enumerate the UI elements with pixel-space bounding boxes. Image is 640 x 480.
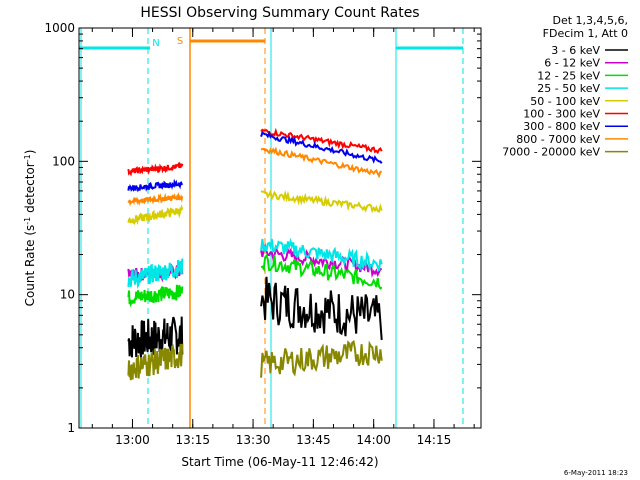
series-100-300-kevsegment-1 xyxy=(127,161,184,177)
legend-label: 3 - 6 keV xyxy=(551,44,600,57)
x-tick-label: 13:45 xyxy=(296,433,331,447)
series-50-100-kevsegment-2 xyxy=(260,188,383,214)
x-axis-label: Start Time (06-May-11 12:46:42) xyxy=(181,455,378,469)
x-tick-label: 14:00 xyxy=(356,433,391,447)
series-25-50-kevsegment-1 xyxy=(127,258,184,290)
legend-label: 6 - 12 keV xyxy=(544,57,600,70)
plot-area: N S 1 10 100 1000 13:00 13:15 13:30 13:45 14:00 14:… xyxy=(44,21,481,447)
series-800-7000-kevsegment-1 xyxy=(127,192,184,207)
series-800-7000-kevsegment-2 xyxy=(260,146,382,179)
series-3-6-kevsegment-1 xyxy=(127,316,184,358)
x-tick-label: 14:15 xyxy=(417,433,452,447)
series-300-800-kevsegment-2 xyxy=(260,130,383,164)
legend-label: 25 - 50 keV xyxy=(537,82,600,95)
annotation-s: S xyxy=(177,36,183,47)
x-tick-label: 13:00 xyxy=(115,433,150,447)
legend-header-line-1: Det 1,3,4,5,6, xyxy=(552,14,628,27)
series-50-100-kevsegment-1 xyxy=(127,204,184,226)
series-12-25-kevsegment-1 xyxy=(127,284,184,308)
y-tick-label: 10 xyxy=(60,288,75,302)
series-3-6-kevsegment-2 xyxy=(260,276,383,341)
y-tick-label: 1 xyxy=(67,421,75,435)
footer-date: 6-May-2011 18:23 xyxy=(564,469,628,477)
legend-label: 12 - 25 keV xyxy=(537,69,600,82)
legend-label: 800 - 7000 keV xyxy=(516,133,600,146)
y-tick-label: 1000 xyxy=(44,21,75,35)
x-tick-label: 13:30 xyxy=(236,433,271,447)
annotation-n: N xyxy=(152,38,159,49)
legend-header-line-2: FDecim 1, Att 0 xyxy=(543,27,628,40)
series-12-25-kevsegment-2 xyxy=(260,253,383,290)
legend-label: 7000 - 20000 keV xyxy=(502,146,600,159)
series-100-300-kevsegment-2 xyxy=(260,127,383,155)
chart-title: HESSI Observing Summary Count Rates xyxy=(140,5,419,21)
legend-label: 100 - 300 keV xyxy=(523,108,600,121)
legend-label: 300 - 800 keV xyxy=(523,120,600,133)
legend: Det 1,3,4,5,6, FDecim 1, Att 0 3 - 6 keV… xyxy=(502,14,628,159)
series-7000-20000-kevsegment-2 xyxy=(260,339,383,378)
plot-frame xyxy=(78,27,482,429)
y-tick-label: 100 xyxy=(52,154,75,168)
x-tick-label: 13:15 xyxy=(175,433,210,447)
legend-label: 50 - 100 keV xyxy=(530,95,600,108)
y-axis-label: Count Rate (s-1 detector-1) xyxy=(23,150,37,307)
series-300-800-kevsegment-1 xyxy=(127,178,184,193)
series-7000-20000-kevsegment-1 xyxy=(127,343,184,381)
series-25-50-kevsegment-2 xyxy=(260,237,383,273)
